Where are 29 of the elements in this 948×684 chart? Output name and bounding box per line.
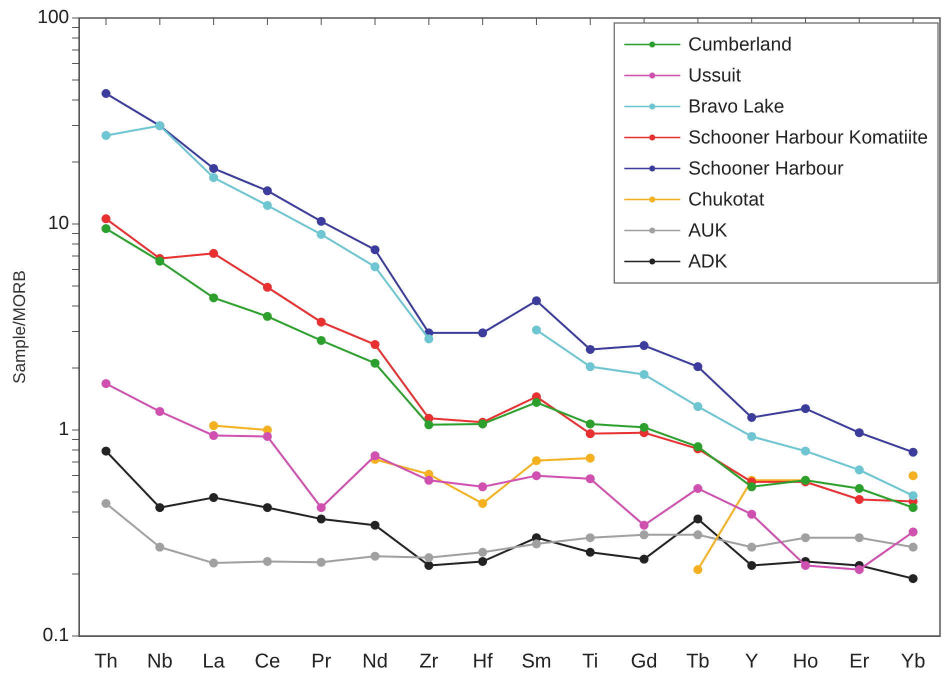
x-tick-label: Nb	[147, 650, 173, 673]
legend-label: ADK	[688, 252, 728, 273]
x-tick-label: Er	[849, 650, 870, 673]
legend-label: Cumberland	[688, 34, 792, 56]
x-tick-label: La	[202, 650, 226, 673]
legend-label: Schooner Harbour Komatiite	[688, 128, 928, 149]
y-tick-label: 1	[58, 419, 70, 440]
x-tick-label: Sm	[521, 650, 552, 673]
x-tick-label: Tb	[686, 650, 710, 673]
y-tick-label: 10	[48, 213, 70, 234]
x-tick-label: Pr	[311, 650, 332, 673]
legend-label: Chukotat	[688, 190, 766, 211]
y-tick-label: 0.1	[42, 625, 70, 646]
x-tick-label: Ce	[254, 650, 280, 673]
x-tick-label: Yb	[900, 650, 926, 673]
x-tick-label: Nd	[362, 650, 388, 673]
legend-label: Ussuit	[688, 66, 742, 87]
y-tick-label: 100	[37, 7, 70, 28]
x-tick-label: Y	[745, 650, 758, 673]
x-tick-label: Hf	[472, 650, 494, 673]
legend-label: AUK	[688, 220, 728, 242]
legend-label: Schooner Harbour	[688, 158, 844, 180]
x-tick-label: Gd	[630, 650, 658, 673]
x-tick-label: Zr	[419, 650, 439, 673]
x-tick-label: Th	[94, 650, 118, 673]
legend-label: Bravo Lake	[688, 96, 784, 118]
x-tick-label: Ti	[582, 650, 598, 673]
x-tick-label: Ho	[792, 650, 818, 673]
y-axis-title: Sample/MORB	[10, 270, 29, 384]
